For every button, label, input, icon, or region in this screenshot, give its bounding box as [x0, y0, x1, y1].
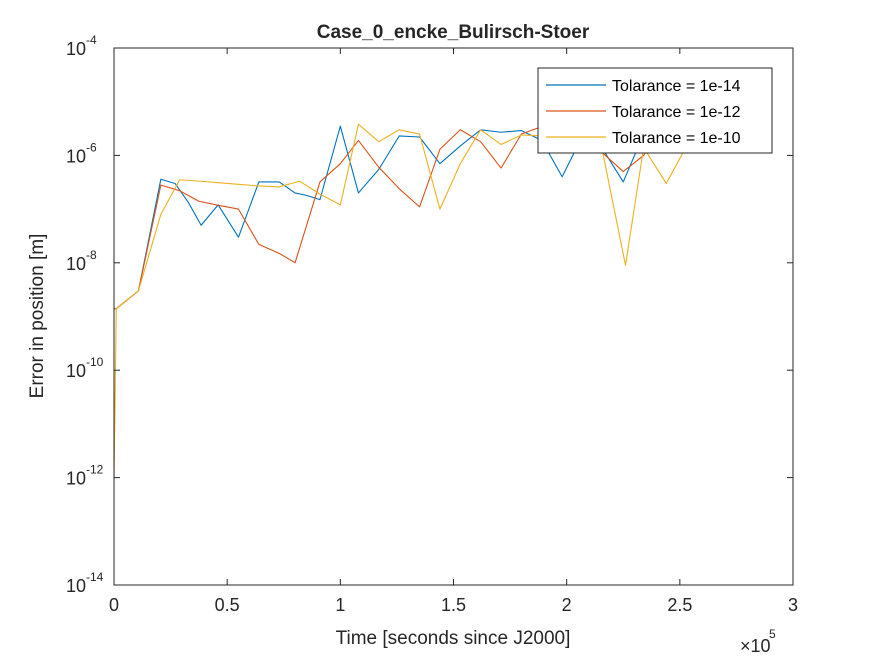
x-tick-label: 1	[335, 595, 345, 615]
x-tick-label: 0	[109, 595, 119, 615]
x-axis-label: Time [seconds since J2000]	[336, 628, 571, 649]
y-axis-label: Error in position [m]	[27, 234, 48, 399]
y-tick-label: 10 -6	[66, 140, 97, 166]
y-tick-label: 10 -8	[66, 248, 97, 274]
x-multiplier-exponent: 5	[769, 627, 776, 641]
x-multiplier-base: ×10	[740, 636, 771, 656]
y-tick-label-exponent: -4	[86, 33, 97, 47]
y-tick-label-base: 10	[66, 469, 86, 489]
y-tick-label-base: 10	[66, 576, 86, 596]
y-tick-label: 10 -10	[66, 355, 104, 381]
legend-label-3: Tolarance = 1e-10	[612, 130, 741, 147]
x-tick-label: 1.5	[441, 595, 466, 615]
y-tick-label: 10 -14	[66, 570, 104, 596]
y-tick-label-exponent: -8	[86, 248, 97, 262]
y-tick-label-base: 10	[66, 361, 86, 381]
legend: Tolarance = 1e-14 Tolarance = 1e-12 Tolara…	[537, 67, 773, 154]
legend-label-1: Tolarance = 1e-14	[612, 78, 741, 95]
x-tick-label: 2	[562, 595, 572, 615]
series-line-1	[114, 125, 658, 310]
y-tick-label-exponent: -12	[86, 463, 104, 477]
x-multiplier: ×10 5	[740, 627, 776, 656]
legend-label-2: Tolarance = 1e-12	[612, 104, 741, 121]
y-tick-label-exponent: -14	[86, 570, 104, 584]
y-tick-label-base: 10	[66, 39, 86, 59]
x-tick-label: 2.5	[667, 595, 692, 615]
y-tick-label: 10 -12	[66, 463, 104, 489]
y-tick-label-exponent: -6	[86, 140, 97, 154]
x-tick-label: 3	[788, 595, 798, 615]
y-tick-label: 10 -4	[66, 33, 97, 59]
y-tick-label-base: 10	[66, 254, 86, 274]
chart-title: Case_0_encke_Bulirsch-Stoer	[317, 22, 590, 43]
y-tick-label-exponent: -10	[86, 355, 104, 369]
y-tick-label-base: 10	[66, 146, 86, 166]
x-tick-label: 0.5	[215, 595, 240, 615]
